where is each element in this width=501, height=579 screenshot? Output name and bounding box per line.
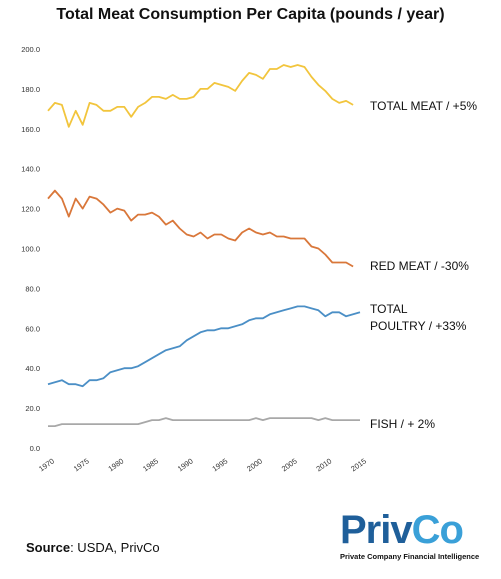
series-label-2: TOTAL POULTRY / +33% [370, 302, 467, 333]
y-tick-label: 0.0 [30, 444, 40, 453]
x-tick-label: 1980 [106, 456, 125, 473]
source-note: Source: USDA, PrivCo [26, 540, 160, 555]
series-label-0: TOTAL MEAT / +5% [370, 99, 477, 113]
y-tick-label: 160.0 [21, 125, 40, 134]
y-tick-label: 40.0 [25, 364, 40, 373]
source-label: Source [26, 540, 71, 555]
privco-logo: PrivCo Private Company Financial Intelli… [340, 510, 490, 561]
series-lines [47, 64, 361, 427]
x-axis-ticks: 1970 1975 1980 1985 1990 1995 2000 2005 2010 2015 [37, 456, 368, 473]
y-tick-label: 80.0 [25, 284, 40, 293]
y-tick-label: 200.0 [21, 45, 40, 54]
x-tick-label: 2015 [349, 456, 368, 473]
x-tick-label: 1990 [176, 456, 195, 473]
chart-title: Total Meat Consumption Per Capita (pound… [56, 6, 445, 23]
series-line-3 [48, 417, 360, 427]
x-tick-label: 1985 [141, 456, 160, 473]
y-tick-label: 60.0 [25, 324, 40, 333]
x-tick-label: 1975 [72, 456, 91, 473]
series-label-1: RED MEAT / -30% [370, 259, 469, 273]
series-label-3: FISH / + 2% [370, 417, 435, 431]
series-labels: TOTAL MEAT / +5% RED MEAT / -30% TOTAL POUL… [370, 99, 477, 431]
y-tick-label: 100.0 [21, 245, 40, 254]
y-tick-label: 180.0 [21, 85, 40, 94]
x-tick-label: 2000 [245, 456, 264, 473]
y-tick-label: 20.0 [25, 404, 40, 413]
x-tick-label: 2010 [314, 456, 333, 473]
x-tick-label: 2005 [280, 456, 299, 473]
source-text: : USDA, PrivCo [70, 540, 160, 555]
series-line-0 [47, 64, 354, 128]
logo-wordmark: PrivCo [340, 508, 464, 552]
logo-tagline: Private Company Financial Intelligence [340, 552, 480, 561]
series-line-1 [47, 189, 354, 268]
series-line-2 [47, 305, 361, 388]
x-tick-label: 1995 [210, 456, 229, 473]
y-tick-label: 140.0 [21, 165, 40, 174]
x-tick-label: 1970 [37, 456, 56, 473]
y-tick-label: 120.0 [21, 205, 40, 214]
y-axis-ticks: 0.0 20.0 40.0 60.0 80.0 100.0 120.0 140.0 160.0 1… [21, 45, 40, 453]
